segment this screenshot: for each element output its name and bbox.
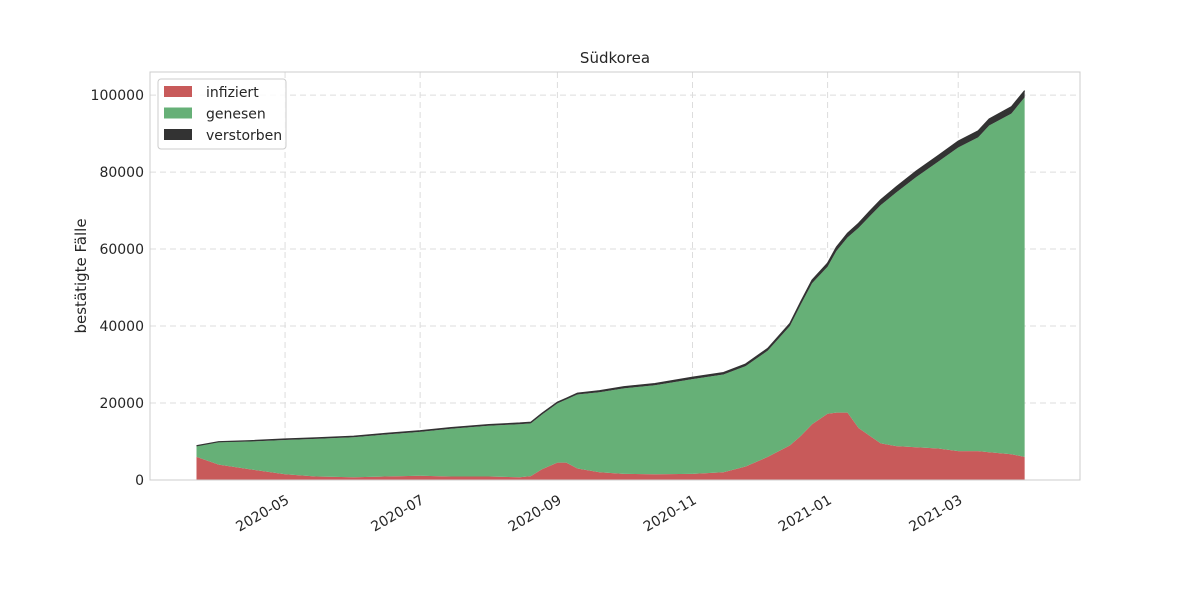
y-tick-label: 20000: [99, 396, 144, 412]
chart-title: Südkorea: [580, 49, 650, 67]
y-axis-label: bestätigte Fälle: [72, 218, 90, 333]
plot-frame: [149, 71, 1081, 481]
x-tick-label: 2021-03: [907, 492, 966, 535]
y-tick-label: 40000: [99, 319, 144, 335]
legend-label-verstorben: verstorben: [206, 128, 282, 144]
y-tick-label: 80000: [99, 165, 144, 181]
legend-swatch-verstorben: [164, 129, 192, 140]
legend: infiziert genesen verstorben: [157, 78, 287, 150]
legend-swatch-genesen: [164, 107, 192, 119]
x-tick-label: 2020-07: [368, 492, 427, 535]
x-tick-label: 2020-05: [233, 492, 292, 535]
x-tick-label: 2020-09: [506, 492, 565, 535]
area-top-edge: [196, 90, 1026, 447]
x-tick-label: 2020-11: [641, 492, 700, 535]
legend-label-genesen: genesen: [206, 107, 266, 123]
area-infiziert: [196, 412, 1025, 480]
legend-swatch-infiziert: [164, 86, 192, 97]
area-genesen: [196, 97, 1025, 478]
x-tick-label: 2021-01: [776, 492, 835, 535]
y-tick-label: 100000: [91, 88, 144, 104]
legend-label-infiziert: infiziert: [206, 85, 259, 101]
stacked-areas: [196, 90, 1026, 480]
y-tick-label: 60000: [99, 242, 144, 258]
y-tick-label: 0: [135, 473, 144, 489]
